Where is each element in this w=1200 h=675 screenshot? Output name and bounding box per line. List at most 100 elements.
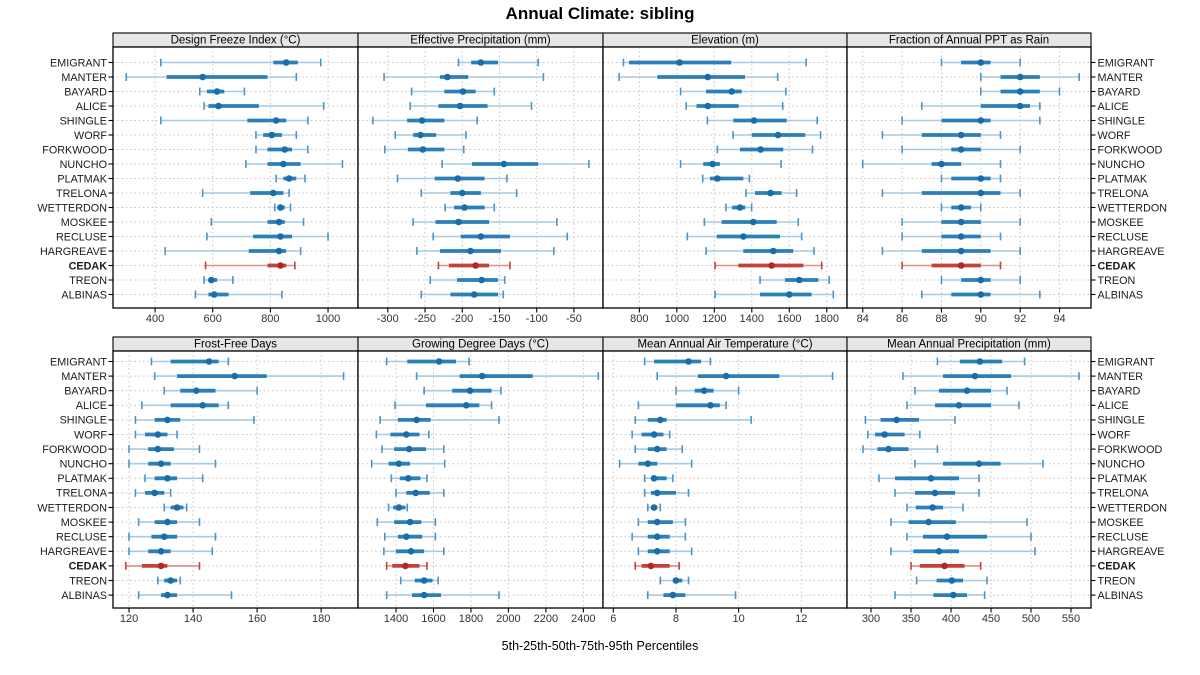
axis-tick-label: -250 [414,313,436,325]
panel-effective-precipitation-mm-: Effective Precipitation (mm) -300 -250 -200… [357,32,604,325]
axis-tick-label: 120 [120,613,138,625]
median-dot [1016,73,1024,81]
percentile-row-platmak [275,174,306,183]
median-dot [472,262,479,269]
panel-strip-title: Design Freeze Index (°C) [171,35,301,47]
percentile-row-treon [659,576,690,585]
station-label-right: CEDAK [1098,260,1137,272]
median-dot [199,73,206,81]
percentile-row-moskee [890,518,1028,526]
axis-tick-label: 300 [862,613,880,625]
median-dot [207,276,215,284]
station-label-right: HARGREAVE [1098,546,1165,558]
percentile-row-manter [383,73,545,81]
panel-mean-annual-air-temperature-c-: Mean Annual Air Temperature (°C) 6 8 10 12 [602,336,848,625]
percentile-row-recluse [631,532,687,541]
station-label-right: ALBINAS [1098,590,1144,602]
station-label-right: TREON [1098,275,1136,287]
station-label-left: MOSKEE [61,517,107,529]
median-dot [160,533,168,540]
median-dot [977,276,985,284]
percentile-row-manter [902,372,1080,380]
median-dot [154,431,162,438]
axis-tick-label: 88 [935,313,947,325]
median-dot [419,146,427,153]
median-dot [268,131,276,139]
median-dot [709,160,716,168]
axis-tick-label: 500 [1022,613,1040,625]
percentile-row-platmak [396,174,508,183]
median-dot [402,562,409,570]
percentile-row-alice [141,401,230,410]
median-dot [644,460,652,468]
median-dot [714,175,721,182]
axis-tick-label: 6 [610,613,616,625]
percentile-row-worf [255,131,298,139]
panel-frost-free-days: Frost-Free Days 120 140 160 180 [108,336,359,625]
median-dot [653,533,661,540]
percentile-row-forkwood [384,145,465,154]
percentile-row-wetterdon [940,203,982,212]
station-label-right: TREON [1098,575,1136,587]
percentile-row-alice [409,102,533,110]
station-label-right: MOSKEE [1098,217,1144,229]
median-dot [199,402,206,409]
station-label-left: PLATMAK [57,173,107,185]
station-label-left: TRELONA [56,188,108,200]
median-dot [957,204,965,211]
station-label-left: MANTER [61,371,107,383]
median-dot [458,189,466,197]
median-dot [650,504,658,511]
station-label-left: WORF [74,130,107,142]
median-dot [927,475,935,482]
station-label-right: EMIGRANT [1098,356,1155,368]
panel-border [846,350,1092,609]
median-dot [971,372,979,380]
median-dot [456,102,464,110]
axis-tick-label: -150 [488,313,510,325]
station-label-left: SHINGLE [60,115,107,127]
median-dot [395,460,403,468]
station-label-left: HARGREAVE [40,546,107,558]
percentile-row-albinas [920,290,1041,299]
station-label-right: MOSKEE [1098,517,1144,529]
percentile-row-bayard [914,386,1008,395]
percentile-row-trelona [881,189,1021,197]
percentile-row-worf [732,131,822,139]
percentile-row-manter [618,73,779,81]
percentile-row-emigrant [160,58,322,67]
axis-tick-label: 1800 [459,613,483,625]
percentile-row-shingle [134,416,255,424]
median-dot [173,504,181,511]
station-label-right: RECLUSE [1098,231,1149,243]
median-dot [500,160,508,168]
axis-tick-label: 90 [975,313,987,325]
station-label-left: WETTERDON [37,502,107,514]
median-dot [885,445,892,453]
axis-tick-label: 2200 [534,613,558,625]
median-dot [647,562,655,570]
panel-strip-title: Mean Annual Precipitation (mm) [887,339,1051,351]
percentile-row-nuncho [914,459,1044,468]
percentile-row-moskee [210,218,305,226]
median-dot [275,218,283,226]
median-dot [774,131,782,139]
percentile-row-emigrant [150,357,230,366]
median-dot [957,233,965,240]
axis-tick-label: -200 [451,313,473,325]
axis-tick-label: 400 [942,613,960,625]
station-label-right: CEDAK [1098,561,1137,573]
station-label-right: WORF [1098,130,1131,142]
panel-strip-title: Frost-Free Days [194,339,277,351]
panel-background [113,351,358,608]
panel-strip-title: Effective Precipitation (mm) [410,35,551,47]
percentile-row-recluse [206,232,329,241]
median-dot [977,291,985,298]
axis-tick-label: 350 [902,613,920,625]
percentile-row-recluse [128,532,217,541]
median-dot [935,548,943,555]
median-dot [210,291,218,298]
median-dot [477,233,485,240]
station-label-right: ALBINAS [1098,289,1144,301]
percentile-row-shingle [379,416,500,424]
